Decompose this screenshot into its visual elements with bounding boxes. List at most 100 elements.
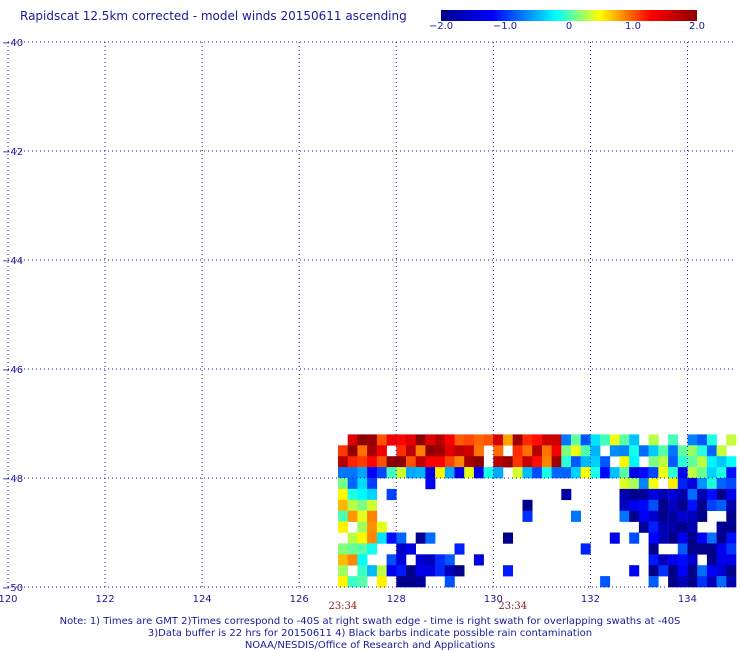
heatmap-cell (376, 434, 387, 446)
heatmap-cell (473, 467, 484, 479)
heatmap-cell (415, 532, 426, 544)
heatmap-cell (493, 445, 504, 457)
heatmap-cell (338, 478, 348, 490)
heatmap-cell (619, 478, 630, 490)
heatmap-cell (668, 478, 679, 490)
heatmap-cell (367, 532, 378, 544)
heatmap-cell (658, 565, 669, 577)
heatmap-cell (473, 445, 484, 457)
heatmap-cell (668, 499, 679, 511)
heatmap-cell (726, 576, 737, 588)
heatmap-cell (706, 434, 717, 446)
y-tick-label: −44 (2, 256, 23, 267)
heatmap-cell (716, 488, 727, 501)
heatmap-cell (396, 543, 407, 555)
heatmap-cell (425, 478, 436, 490)
heatmap-cell (425, 565, 436, 577)
heatmap-cell (454, 456, 465, 468)
heatmap-cell (347, 434, 358, 446)
heatmap-cell (454, 445, 465, 457)
heatmap-cell (677, 554, 688, 566)
heatmap-cell (629, 467, 640, 479)
heatmap-cell (386, 434, 397, 446)
heatmap-cell (648, 576, 659, 588)
heatmap-cell (454, 543, 465, 555)
heatmap-cell (464, 467, 475, 479)
y-tick-label: −40 (2, 38, 23, 49)
heatmap-cell (726, 554, 737, 566)
heatmap-cell (706, 456, 717, 468)
heatmap-cell (619, 467, 630, 479)
heatmap-cell (609, 532, 620, 544)
heatmap-cell (648, 488, 659, 501)
heatmap-cell (561, 488, 572, 501)
heatmap-cell (444, 554, 455, 566)
heatmap-cell (687, 499, 698, 511)
heatmap-cell (706, 478, 717, 490)
heatmap-cell (697, 543, 708, 555)
heatmap-cell (483, 434, 494, 446)
heatmap-cell (561, 456, 572, 468)
heatmap-cell (367, 434, 378, 446)
heatmap-cell (473, 434, 484, 446)
heatmap-cell (444, 445, 455, 457)
heatmap-cell (677, 532, 688, 544)
heatmap-cell (629, 565, 640, 577)
heatmap-cell (677, 576, 688, 588)
heatmap-cell (716, 521, 727, 533)
heatmap-cell (571, 456, 581, 468)
heatmap-cell (425, 456, 436, 468)
heatmap-cell (376, 532, 387, 544)
heatmap-cell (561, 445, 572, 457)
heatmap-cell (522, 499, 533, 511)
heatmap-cell (658, 445, 669, 457)
heatmap-cell (629, 478, 640, 490)
x-tick-label: 132 (581, 594, 600, 605)
heatmap-cell (357, 554, 368, 566)
heatmap-cell (638, 510, 649, 522)
heatmap-cell (638, 499, 649, 511)
heatmap-cell (551, 445, 562, 457)
heatmap-cell (716, 554, 727, 566)
heatmap-cell (357, 445, 368, 457)
heatmap-cell (512, 434, 523, 446)
heatmap-cell (493, 456, 504, 468)
heatmap-cell (406, 445, 416, 457)
heatmap-cell (726, 478, 737, 490)
heatmap-cell (580, 445, 591, 457)
heatmap-cell (357, 565, 368, 577)
heatmap-cell (376, 521, 387, 533)
heatmap-cell (435, 554, 446, 566)
heatmap-cell (406, 543, 416, 555)
heatmap-cell (338, 445, 348, 457)
heatmap-cell (415, 565, 426, 577)
heatmap-cell (687, 445, 698, 457)
heatmap-cell (376, 576, 387, 588)
heatmap-cell (347, 456, 358, 468)
heatmap-cell (396, 456, 407, 468)
heatmap-cell (396, 434, 407, 446)
heatmap-cell (425, 532, 436, 544)
heatmap-cell (658, 456, 669, 468)
heatmap-cell (706, 488, 717, 501)
heatmap-cell (338, 521, 348, 533)
heatmap-cell (600, 434, 611, 446)
chart-title: Rapidscat 12.5km corrected - model winds… (20, 9, 407, 23)
colorbar-gradient (441, 10, 697, 21)
heatmap-cell (406, 434, 416, 446)
x-tick-label: 130 (484, 594, 503, 605)
heatmap-cell (648, 456, 659, 468)
heatmap-cell (687, 565, 698, 577)
heatmap-cell (473, 456, 484, 468)
heatmap-cell (396, 467, 407, 479)
heatmap-cell (658, 467, 669, 479)
heatmap-cell (697, 456, 708, 468)
heatmap-cell (609, 445, 620, 457)
heatmap-cell (668, 434, 679, 446)
heatmap-cell (677, 499, 688, 511)
heatmap-cell (668, 532, 679, 544)
heatmap-cell (551, 456, 562, 468)
heatmap-cell (571, 445, 581, 457)
heatmap-cell (444, 467, 455, 479)
colorbar (441, 10, 697, 21)
